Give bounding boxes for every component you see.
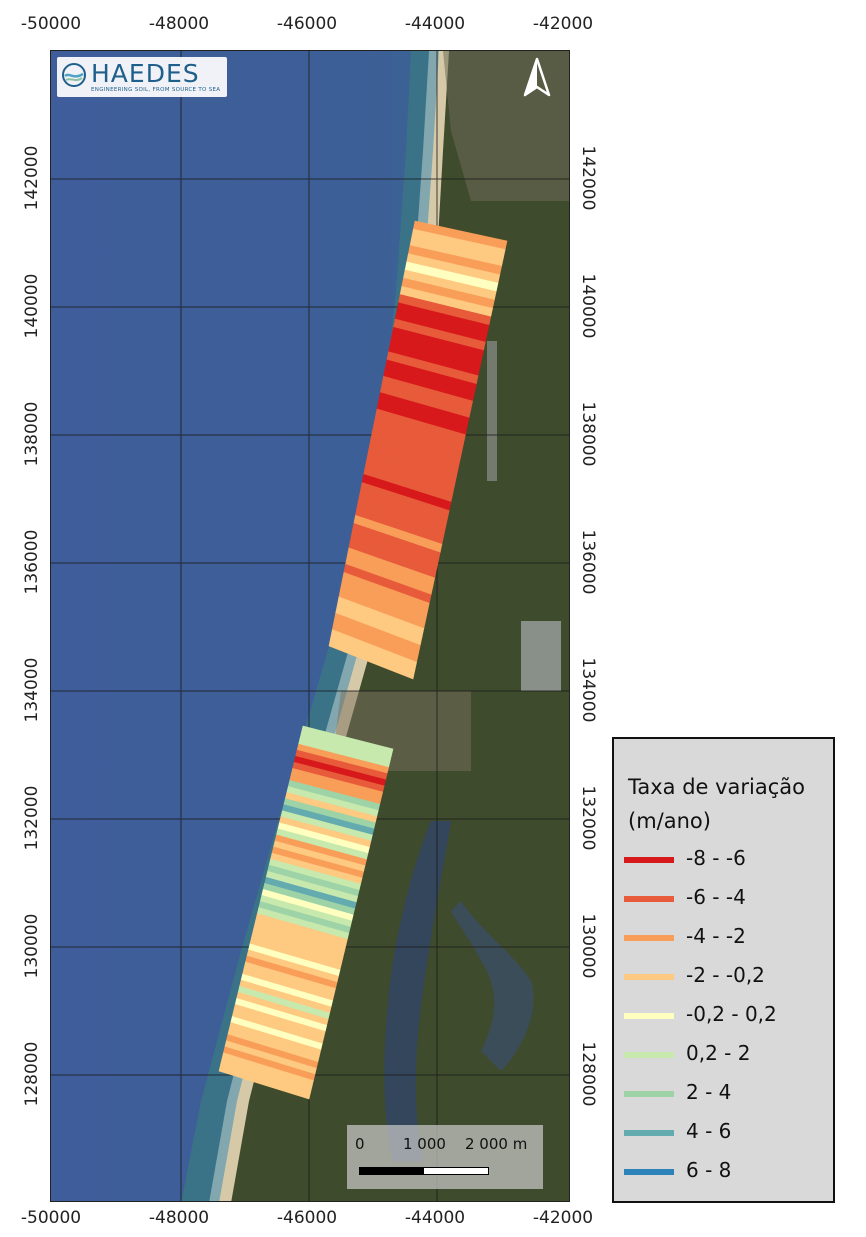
- map-frame[interactable]: HAEDES ENGINEERING SOIL, FROM SOURCE TO …: [50, 50, 570, 1202]
- legend-swatch: [624, 1013, 674, 1019]
- y-tick-left-1: 142000: [22, 145, 42, 211]
- legend-item: -0,2 - 0,2: [624, 1001, 824, 1031]
- legend-label: -8 - -6: [686, 846, 746, 870]
- legend-label: -6 - -4: [686, 885, 746, 909]
- scale-label-0: 0: [355, 1135, 365, 1153]
- globe-wave-icon: [62, 63, 86, 87]
- y-tick-left-6: 132000: [22, 785, 42, 851]
- y-tick-right-2: 140000: [578, 273, 598, 339]
- y-tick-left-3: 138000: [22, 401, 42, 467]
- scale-bar-segment: [360, 1168, 424, 1174]
- map-grid: [51, 51, 569, 1201]
- lagoon-east: [451, 901, 534, 1071]
- legend-item: -6 - -4: [624, 884, 824, 914]
- y-tick-left-7: 130000: [22, 913, 42, 979]
- y-tick-right-6: 132000: [578, 785, 598, 851]
- legend-swatch: [624, 1052, 674, 1058]
- legend-swatch: [624, 974, 674, 980]
- transects-north: [328, 220, 508, 680]
- legend-item: -4 - -2: [624, 923, 824, 953]
- x-tick-top-1: -50000: [20, 14, 82, 34]
- legend-label: -4 - -2: [686, 924, 746, 948]
- legend-item: -8 - -6: [624, 845, 824, 875]
- legend-swatch: [624, 935, 674, 941]
- y-tick-right-4: 136000: [578, 529, 598, 595]
- north-arrow-icon: [523, 57, 551, 97]
- legend-swatch: [624, 1169, 674, 1175]
- legend-item: 4 - 6: [624, 1118, 824, 1148]
- x-tick-top-2: -48000: [148, 14, 210, 34]
- y-tick-left-4: 136000: [22, 529, 42, 595]
- transect-band: [218, 1064, 311, 1100]
- y-tick-right-5: 134000: [578, 657, 598, 723]
- y-tick-left-2: 140000: [22, 273, 42, 339]
- transect-band: [328, 637, 416, 680]
- logo-wordmark: HAEDES: [91, 59, 200, 88]
- legend-label: 4 - 6: [686, 1119, 732, 1143]
- legend-item: 2 - 4: [624, 1079, 824, 1109]
- legend-swatch: [624, 857, 674, 863]
- scale-bar-box: 0 1 000 2 000 m: [347, 1125, 543, 1189]
- x-tick-top-3: -46000: [276, 14, 338, 34]
- y-tick-left-5: 134000: [22, 657, 42, 723]
- lagoon: [384, 821, 451, 1161]
- legend-swatch: [624, 1130, 674, 1136]
- x-tick-bottom-3: -46000: [276, 1208, 338, 1228]
- x-tick-top-5: -42000: [532, 14, 594, 34]
- haedes-logo: HAEDES ENGINEERING SOIL, FROM SOURCE TO …: [57, 57, 227, 97]
- y-tick-left-8: 128000: [22, 1041, 42, 1107]
- legend-item: 0,2 - 2: [624, 1040, 824, 1070]
- x-tick-bottom-2: -48000: [148, 1208, 210, 1228]
- y-tick-right-1: 142000: [578, 145, 598, 211]
- scale-label-1000: 1 000: [403, 1135, 446, 1153]
- y-tick-right-3: 138000: [578, 401, 598, 467]
- legend-label: -0,2 - 0,2: [686, 1002, 777, 1026]
- y-tick-right-7: 130000: [578, 913, 598, 979]
- transects-south: [218, 725, 394, 1100]
- y-tick-right-8: 128000: [578, 1041, 598, 1107]
- legend-label: 6 - 8: [686, 1158, 732, 1182]
- x-tick-bottom-5: -42000: [532, 1208, 594, 1228]
- legend-label: 2 - 4: [686, 1080, 732, 1104]
- legend-label: 0,2 - 2: [686, 1041, 751, 1065]
- x-tick-top-4: -44000: [404, 14, 466, 34]
- airport-runway: [487, 341, 497, 481]
- legend-unit: (m/ano): [628, 809, 711, 833]
- logo-tagline: ENGINEERING SOIL, FROM SOURCE TO SEA: [91, 87, 221, 93]
- legend-item: -2 - -0,2: [624, 962, 824, 992]
- legend-swatch: [624, 896, 674, 902]
- map-canvas[interactable]: [51, 51, 570, 1202]
- legend-label: -2 - -0,2: [686, 963, 765, 987]
- legend-title: Taxa de variação: [628, 775, 806, 799]
- legend-swatch: [624, 1091, 674, 1097]
- industrial-zone: [521, 621, 561, 691]
- x-tick-bottom-4: -44000: [404, 1208, 466, 1228]
- legend-item: 6 - 8: [624, 1157, 824, 1187]
- legend: Taxa de variação (m/ano) -8 - -6 -6 - -4…: [612, 737, 835, 1203]
- x-tick-bottom-1: -50000: [20, 1208, 82, 1228]
- scale-label-2000: 2 000 m: [465, 1135, 528, 1153]
- scale-bar: [359, 1167, 489, 1175]
